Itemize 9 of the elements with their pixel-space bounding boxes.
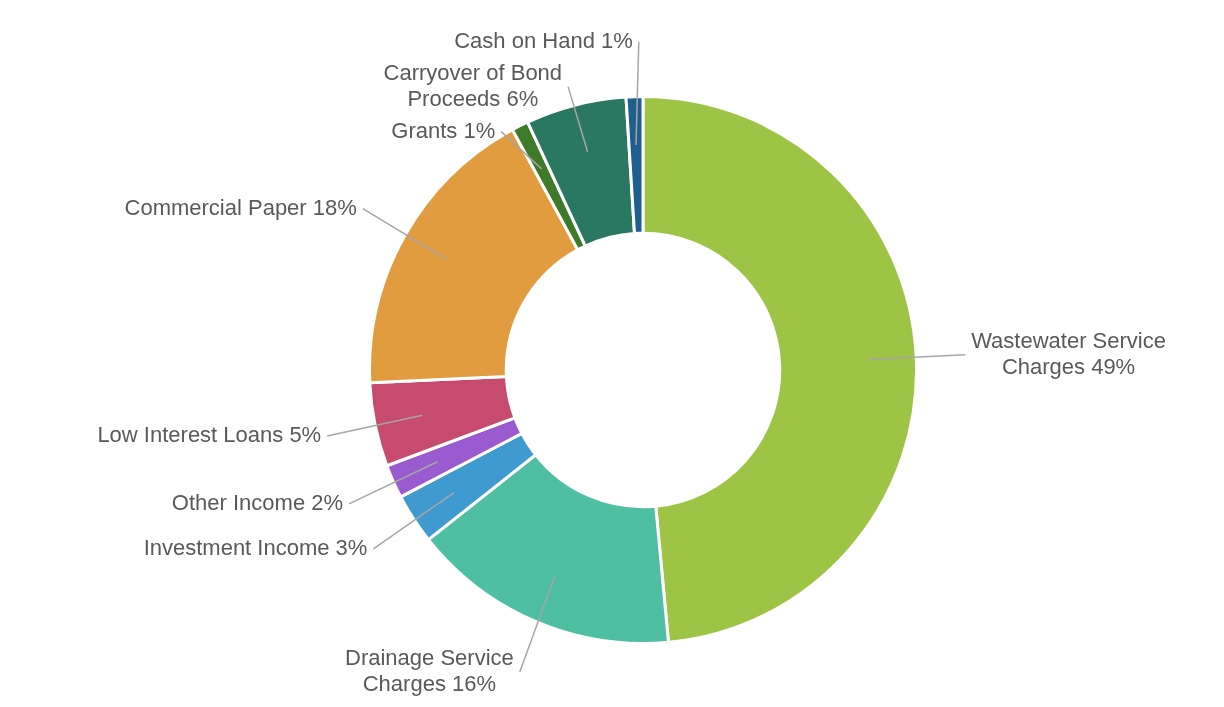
slice-label: Carryover of Bond Proceeds 6% — [383, 59, 563, 111]
slice-label: Grants 1% — [391, 117, 496, 143]
slice-label: Drainage Service Charges 16% — [345, 645, 514, 697]
slice-label: Wastewater Service Charges 49% — [971, 327, 1166, 379]
slice-label: Low Interest Loans 5% — [97, 422, 322, 448]
slice-label: Investment Income 3% — [143, 534, 368, 560]
slice-label: Commercial Paper 18% — [124, 194, 357, 220]
slice-label: Cash on Hand 1% — [454, 27, 633, 53]
slice-label: Other Income 2% — [171, 489, 344, 515]
